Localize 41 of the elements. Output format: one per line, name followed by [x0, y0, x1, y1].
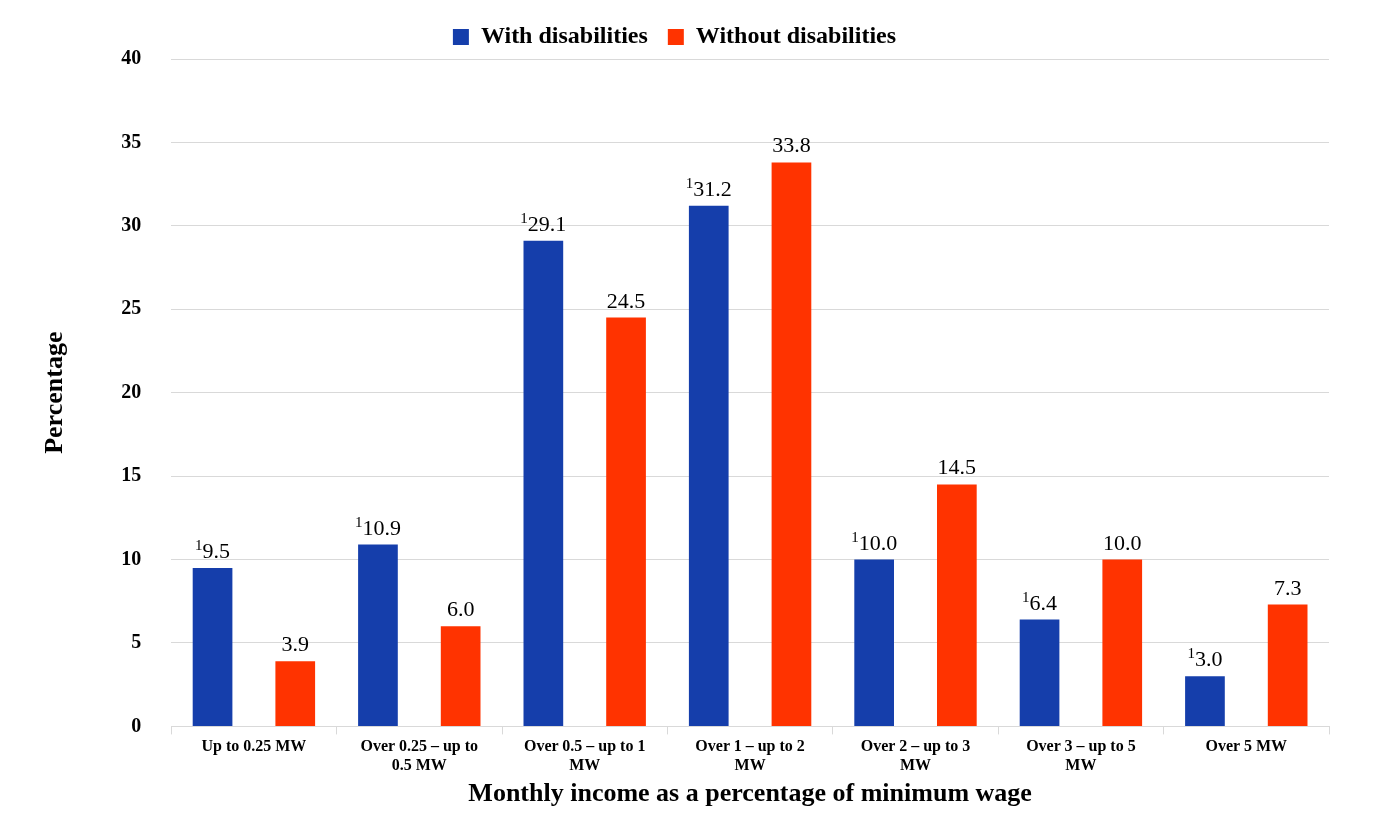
bar: [688, 205, 729, 726]
bar: [1019, 619, 1060, 726]
legend-label: With disabilities: [480, 22, 648, 49]
bar: [275, 661, 316, 726]
data-label: 10.0: [1103, 529, 1142, 555]
x-axis-title: Monthly income as a percentage of minimum wage: [468, 778, 1032, 808]
bar: [523, 240, 564, 726]
x-tick-label: Over 3 – up to 5 MW: [1026, 737, 1136, 774]
bar: [771, 162, 812, 726]
y-tick-label: 35: [121, 129, 142, 152]
y-tick-label: 0: [131, 713, 142, 736]
bar: [1102, 559, 1143, 726]
data-label: 14.5: [937, 454, 977, 480]
bar: [606, 317, 646, 726]
data-label: 6.0: [446, 596, 475, 622]
x-tick-label: Over 2 – up to 3 MW: [860, 737, 971, 774]
x-tick-label: Over 1 – up to 2 MW: [695, 737, 805, 774]
y-tick-label: 40: [121, 46, 142, 69]
bar: [358, 544, 398, 726]
bar: [937, 484, 977, 726]
x-tick-label: Up to 0.25 MW: [201, 737, 307, 756]
bar: [1185, 676, 1225, 726]
bar: [1267, 604, 1308, 726]
x-tick-label: Over 0.5 – up to 1 MW: [523, 737, 646, 774]
data-label: 33.8: [772, 132, 811, 158]
bar: [854, 559, 894, 726]
y-tick-label: 20: [121, 379, 142, 402]
legend-label: Without disabilities: [695, 22, 897, 49]
x-tick-label: Over 0.25 – up to 0.5 MW: [360, 737, 479, 774]
x-tick-label: Over 5 MW: [1205, 737, 1288, 755]
y-axis-title: Percentage: [39, 331, 69, 454]
data-label: 24.5: [606, 287, 646, 313]
y-tick-label: 15: [121, 463, 142, 486]
data-label: 3.9: [281, 631, 309, 657]
data-label: 7.3: [1273, 574, 1302, 600]
y-tick-label: 10: [121, 546, 142, 569]
y-tick-label: 30: [121, 213, 142, 236]
bar: [192, 567, 233, 726]
y-tick-label: 25: [121, 296, 142, 319]
bar: [440, 626, 481, 726]
y-tick-label: 5: [131, 630, 142, 653]
